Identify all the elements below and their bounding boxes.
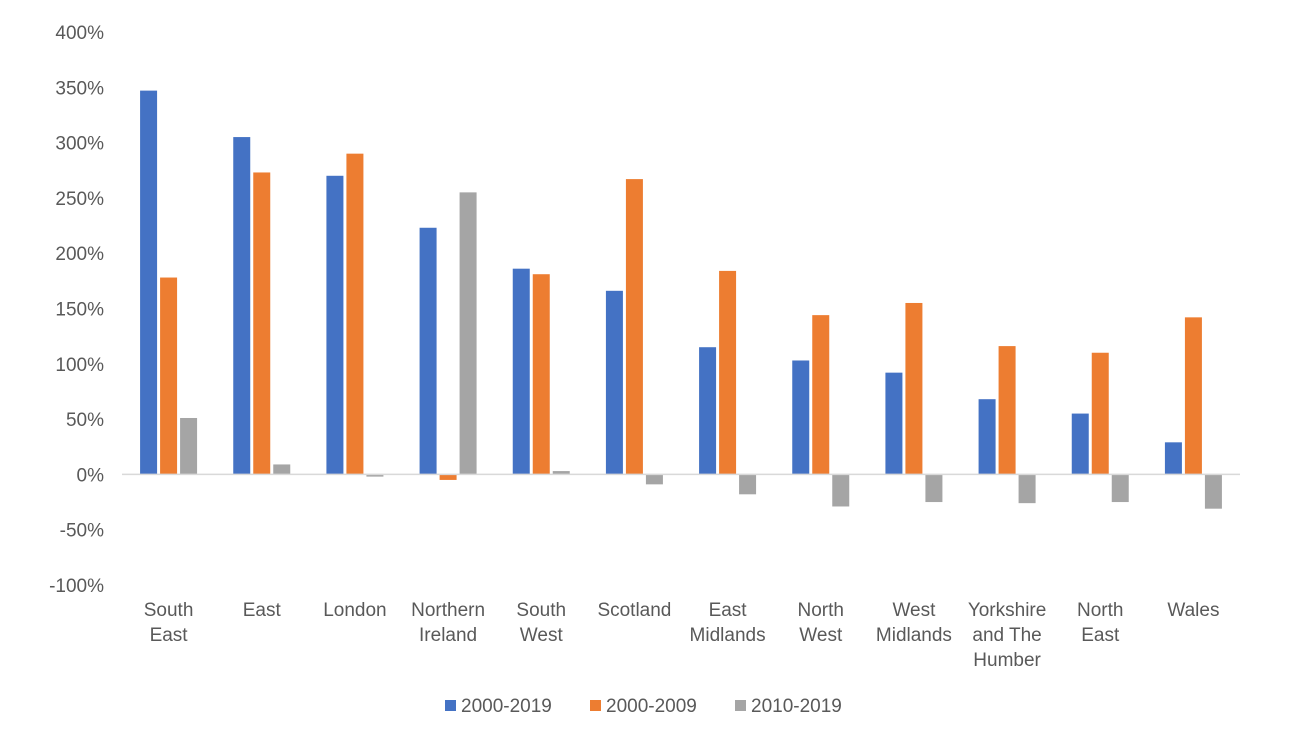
bar-2000-2009-0 (160, 277, 178, 475)
y-tick-label: 250% (55, 189, 104, 210)
bar-2000-2019-0 (140, 90, 158, 475)
bar-2000-2009-11 (1184, 317, 1202, 475)
bar-2000-2019-4 (512, 268, 530, 475)
legend-swatch (735, 700, 746, 711)
y-tick-label: 0% (77, 465, 105, 486)
bar-2010-2019-1 (273, 464, 291, 475)
category-label: South West (516, 600, 566, 646)
category-labels: South East East London Northern Ireland South W… (144, 600, 1220, 671)
y-tick-label: -100% (49, 576, 104, 597)
legend-swatch (445, 700, 456, 711)
bar-2010-2019-0 (180, 417, 198, 475)
bar-2000-2019-10 (1071, 413, 1089, 475)
bar-2010-2019-3 (459, 192, 477, 475)
bar-2010-2019-6 (739, 474, 757, 495)
bar-2010-2019-8 (925, 474, 943, 503)
category-label: Scotland (597, 600, 671, 621)
bar-2000-2019-8 (885, 372, 903, 475)
bar-2000-2019-5 (605, 290, 623, 475)
bar-2000-2009-10 (1091, 352, 1109, 475)
category-label: London (323, 600, 386, 621)
bar-2000-2009-3 (439, 474, 457, 480)
category-label: Wales (1167, 600, 1219, 621)
category-label: East (243, 600, 282, 621)
legend-label: 2010-2019 (751, 696, 842, 717)
bar-2000-2019-2 (326, 175, 344, 475)
bar-2000-2019-1 (233, 137, 251, 475)
y-tick-label: -50% (60, 521, 104, 542)
category-label: North West (798, 600, 844, 646)
y-tick-label: 150% (55, 300, 104, 321)
bar-2000-2019-6 (699, 347, 717, 475)
legend-swatch (590, 700, 601, 711)
bars (140, 90, 1222, 509)
category-label: South East (144, 600, 194, 646)
y-tick-label: 50% (66, 410, 104, 431)
bar-2010-2019-9 (1018, 474, 1036, 504)
y-tick-label: 400% (55, 23, 104, 44)
bar-2010-2019-7 (832, 474, 850, 507)
bar-2000-2019-9 (978, 399, 996, 475)
y-tick-label: 300% (55, 134, 104, 155)
y-axis-labels: -100% -50% 0% 50% 100% 150% 200% 250% 300% 350% 40… (49, 23, 104, 597)
legend-label: 2000-2019 (461, 696, 552, 717)
category-label: North East (1077, 600, 1123, 646)
bar-2010-2019-10 (1111, 474, 1129, 503)
bar-2000-2019-11 (1164, 442, 1182, 475)
bar-2010-2019-2 (366, 474, 384, 477)
bar-2000-2009-8 (905, 302, 923, 475)
category-label: Yorkshire and The Humber (968, 600, 1047, 671)
y-tick-label: 200% (55, 244, 104, 265)
bar-2010-2019-5 (645, 474, 663, 485)
bar-2000-2009-6 (719, 270, 737, 475)
legend: 2000-2019 2000-2009 2010-2019 (445, 696, 842, 717)
bar-2000-2019-3 (419, 227, 437, 475)
y-tick-label: 100% (55, 355, 104, 376)
bar-2000-2009-9 (998, 346, 1016, 475)
y-tick-label: 350% (55, 78, 104, 99)
bar-2000-2009-1 (253, 172, 271, 475)
bar-2000-2009-7 (812, 315, 830, 475)
category-label: West Midlands (876, 600, 952, 646)
bar-2000-2009-5 (625, 179, 643, 475)
bar-2000-2019-7 (792, 360, 810, 475)
bar-2010-2019-4 (552, 471, 570, 475)
category-label: East Midlands (690, 600, 766, 646)
bar-2000-2009-2 (346, 153, 364, 475)
legend-label: 2000-2009 (606, 696, 697, 717)
bar-2000-2009-4 (532, 274, 550, 475)
category-label: Northern Ireland (411, 600, 485, 646)
bar-2010-2019-11 (1204, 474, 1222, 509)
